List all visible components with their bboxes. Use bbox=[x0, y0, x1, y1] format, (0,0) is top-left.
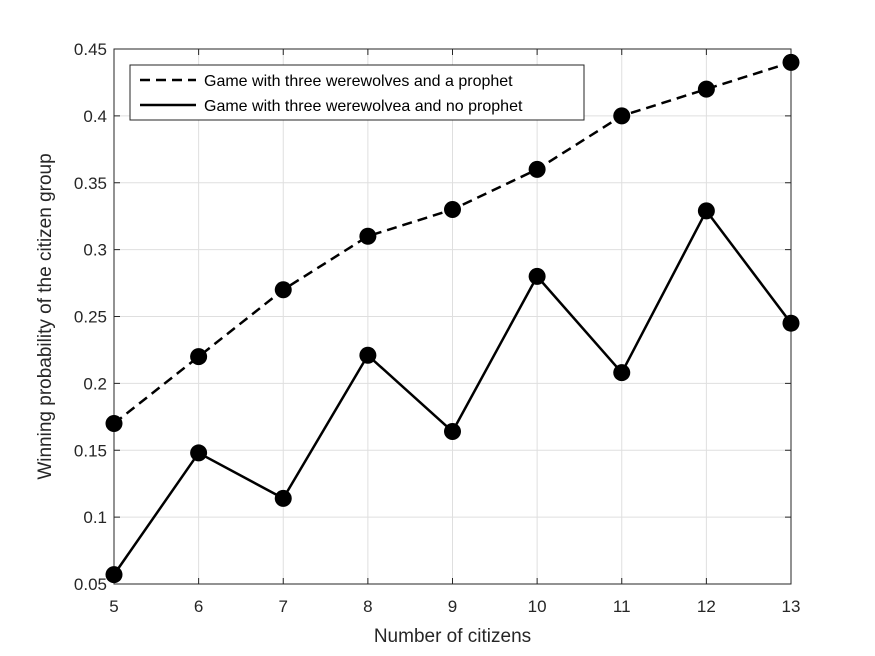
data-point-no-prophet bbox=[359, 346, 377, 364]
data-point-prophet bbox=[444, 201, 461, 218]
legend-label-prophet: Game with three werewolves and a prophet bbox=[204, 73, 513, 90]
data-point-no-prophet bbox=[613, 364, 631, 382]
legend: Game with three werewolves and a prophet… bbox=[129, 64, 585, 121]
y-tick-label: 0.3 bbox=[83, 241, 107, 260]
y-tick-label: 0.45 bbox=[74, 40, 107, 59]
data-point-no-prophet bbox=[190, 444, 208, 462]
data-point-prophet bbox=[190, 348, 208, 366]
x-tick-label: 13 bbox=[782, 597, 801, 616]
x-tick-label: 6 bbox=[194, 597, 203, 616]
x-tick-label: 12 bbox=[697, 597, 716, 616]
data-point-no-prophet bbox=[782, 314, 800, 332]
data-point-prophet bbox=[528, 160, 546, 178]
x-tick-label: 5 bbox=[109, 597, 118, 616]
axis-ticks bbox=[113, 48, 792, 585]
y-tick-label: 0.15 bbox=[74, 441, 107, 460]
x-tick-label: 7 bbox=[279, 597, 288, 616]
data-point-prophet bbox=[274, 281, 292, 299]
data-point-no-prophet bbox=[274, 489, 292, 507]
legend-label-no-prophet: Game with three werewolvea and no prophe… bbox=[204, 98, 523, 115]
y-tick-label: 0.35 bbox=[74, 174, 107, 193]
x-tick-label: 10 bbox=[528, 597, 547, 616]
y-tick-label: 0.05 bbox=[74, 575, 107, 594]
y-tick-label: 0.2 bbox=[83, 374, 107, 393]
x-tick-label: 11 bbox=[613, 597, 631, 616]
data-point-no-prophet bbox=[105, 566, 123, 584]
data-point-prophet bbox=[697, 80, 715, 98]
data-point-no-prophet bbox=[697, 202, 715, 220]
data-point-prophet bbox=[613, 107, 631, 125]
data-series bbox=[105, 53, 800, 584]
y-tick-label: 0.1 bbox=[83, 508, 107, 527]
x-tick-label: 9 bbox=[448, 597, 457, 616]
y-tick-label: 0.25 bbox=[74, 308, 107, 327]
x-tick-label: 8 bbox=[363, 597, 372, 616]
y-tick-labels: 0.05 0.1 0.15 0.2 0.25 0.3 0.35 0.4 0.45 bbox=[74, 40, 107, 594]
legend-box bbox=[129, 64, 585, 121]
data-point-no-prophet bbox=[444, 423, 461, 441]
x-tick-labels: 5 6 7 8 9 10 11 12 13 bbox=[109, 597, 800, 616]
data-point-prophet bbox=[359, 227, 377, 245]
data-point-prophet bbox=[782, 53, 800, 71]
y-axis-label: Winning probability of the citizen group bbox=[35, 153, 56, 479]
data-point-prophet bbox=[105, 415, 123, 432]
data-point-no-prophet bbox=[528, 267, 546, 285]
x-axis-label: Number of citizens bbox=[374, 626, 531, 647]
y-tick-label: 0.4 bbox=[83, 107, 107, 126]
